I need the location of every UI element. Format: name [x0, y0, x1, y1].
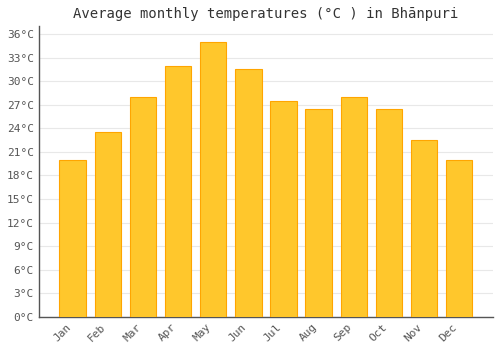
Bar: [270, 101, 296, 317]
Bar: [446, 160, 472, 317]
Bar: [165, 65, 191, 317]
Bar: [94, 132, 121, 317]
Bar: [376, 109, 402, 317]
Title: Average monthly temperatures (°C ) in Bhānpuri: Average monthly temperatures (°C ) in Bh…: [74, 7, 458, 21]
Bar: [200, 42, 226, 317]
Bar: [130, 97, 156, 317]
Bar: [340, 97, 367, 317]
Bar: [235, 69, 262, 317]
Bar: [306, 109, 332, 317]
Bar: [60, 160, 86, 317]
Bar: [411, 140, 438, 317]
